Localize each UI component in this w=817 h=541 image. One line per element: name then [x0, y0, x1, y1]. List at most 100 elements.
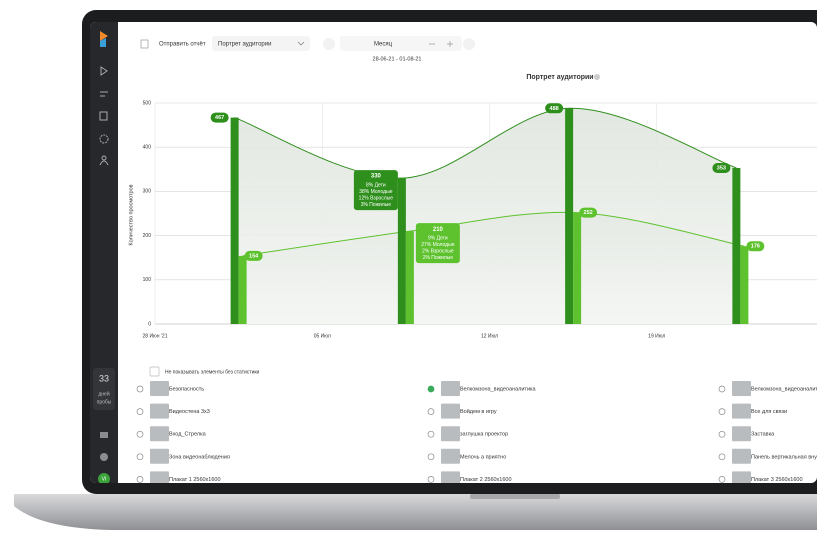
radio[interactable]	[136, 453, 144, 461]
screen: 33 дней пробы VI Отправить отчёт Портрет…	[90, 22, 817, 485]
folder-icon	[732, 471, 751, 483]
radio[interactable]	[136, 430, 144, 438]
element-name[interactable]: Плакат 2 2560x1600	[460, 477, 512, 483]
date-range: 28-06-21 - 01-08-21	[373, 56, 422, 62]
logo	[100, 38, 106, 47]
value-pill	[746, 241, 765, 252]
period-step[interactable]	[429, 41, 453, 47]
radio[interactable]	[427, 385, 435, 393]
trial-label: пробы	[97, 399, 112, 405]
element-name[interactable]: Заставка	[751, 432, 775, 438]
help-icon[interactable]	[100, 453, 108, 461]
report-select[interactable]	[212, 36, 310, 51]
element-name[interactable]: Плакат 1 2560x1600	[169, 477, 221, 483]
y-tick-label: 500	[143, 100, 152, 106]
value-label: 353	[717, 165, 726, 171]
folder-icon	[150, 448, 169, 464]
nav-icon[interactable]	[100, 91, 108, 97]
bar	[397, 178, 406, 324]
element-name[interactable]: Мелочь а приятно	[460, 454, 506, 460]
element-name[interactable]: Видеостена 3x3	[169, 409, 210, 415]
element-name[interactable]: заглушка проектор	[460, 432, 508, 438]
bar	[565, 108, 574, 324]
tooltip	[353, 170, 398, 211]
value-label: 488	[550, 106, 559, 112]
folder-icon	[441, 448, 460, 464]
send-icon[interactable]	[140, 39, 149, 49]
next-button[interactable]	[463, 38, 475, 50]
bar	[732, 167, 741, 324]
radio[interactable]	[136, 476, 144, 483]
dropdown-arrow	[297, 41, 305, 46]
laptop-base	[14, 494, 817, 530]
folder-icon	[732, 381, 751, 396]
radio[interactable]	[427, 453, 435, 461]
element-name[interactable]: Войдем в игру	[460, 408, 497, 415]
radio[interactable]	[427, 476, 435, 483]
tooltip-line: 2% Взрослые	[422, 249, 454, 255]
element-name[interactable]: Велкомзона_видеоаналитика	[460, 386, 537, 392]
radio[interactable]	[427, 430, 435, 438]
radio[interactable]	[718, 408, 726, 415]
sidebar	[90, 22, 118, 483]
avatar[interactable]	[98, 473, 110, 485]
tooltip-value: 330	[371, 174, 382, 180]
avatar-initials: VI	[102, 476, 107, 482]
radio[interactable]	[427, 408, 435, 415]
folder-icon	[441, 403, 460, 419]
element-name[interactable]: Все для связи	[751, 409, 787, 415]
report-select-text: Портрет аудитории	[218, 42, 271, 48]
trial-box	[93, 368, 115, 410]
element-name[interactable]: Панель вертикальная внутр	[751, 454, 817, 460]
period[interactable]: Месяц	[374, 42, 393, 48]
send-report[interactable]: Отправить отчёт	[159, 42, 206, 48]
radio[interactable]	[718, 430, 726, 438]
y-axis-label: Количество просмотров	[128, 184, 134, 245]
value-pill	[210, 112, 229, 123]
value-label: 252	[584, 210, 593, 216]
folder-icon	[441, 381, 460, 396]
y-tick-label: 0	[148, 321, 151, 327]
prev-button[interactable]	[323, 38, 335, 50]
element-name[interactable]: Вход_Стрелка	[169, 432, 207, 438]
nav-icon[interactable]	[100, 66, 108, 76]
nav-icon[interactable]	[99, 134, 109, 144]
tooltip-line: 3% Пожилые	[361, 202, 392, 208]
radio[interactable]	[136, 385, 144, 393]
plot: 0 100 200 300 400 500 28 Июн '21 05 Июл 12 Июл 19…	[143, 100, 817, 339]
radio[interactable]	[718, 453, 726, 461]
x-tick-label: 12 Июл	[481, 333, 498, 339]
y-tick-label: 300	[143, 189, 152, 195]
nav-icon[interactable]	[99, 155, 109, 166]
trial-label: дней	[98, 390, 109, 397]
element-name[interactable]: Безопасность	[169, 386, 204, 392]
folder-icon	[732, 426, 751, 442]
value-label: 467	[215, 115, 224, 121]
element-name[interactable]: Велкомзона_видеоаналитика	[751, 386, 817, 392]
period-box	[340, 36, 462, 51]
checkbox[interactable]	[149, 366, 160, 377]
value-label: 176	[751, 244, 760, 250]
folder-icon	[150, 381, 169, 396]
tooltip	[415, 223, 460, 264]
radio[interactable]	[718, 476, 726, 483]
tooltip-line: 12% Взрослые	[359, 195, 394, 201]
folder-icon	[732, 403, 751, 419]
element-name[interactable]: Плакат 3 2560x1600	[751, 477, 803, 483]
bar	[238, 255, 247, 324]
monitor-icon[interactable]	[100, 432, 108, 438]
logo	[100, 31, 108, 41]
line	[234, 107, 737, 179]
x-tick-label: 28 Июн '21	[143, 333, 168, 339]
folder-icon	[441, 426, 460, 442]
radio[interactable]	[718, 385, 726, 393]
info-icon[interactable]	[594, 74, 600, 80]
element-name[interactable]: Зона видеонаблюдения	[169, 454, 230, 460]
element-list: Безопасность Видеостена 3x3 Вход_Стрелка Зо…	[136, 381, 817, 483]
x-tick-label: 05 Июл	[314, 333, 331, 339]
trial-days: 33	[99, 373, 109, 383]
nav-icon[interactable]	[99, 111, 108, 121]
x-tick-label: 19 Июл	[648, 333, 665, 339]
radio[interactable]	[136, 408, 144, 415]
